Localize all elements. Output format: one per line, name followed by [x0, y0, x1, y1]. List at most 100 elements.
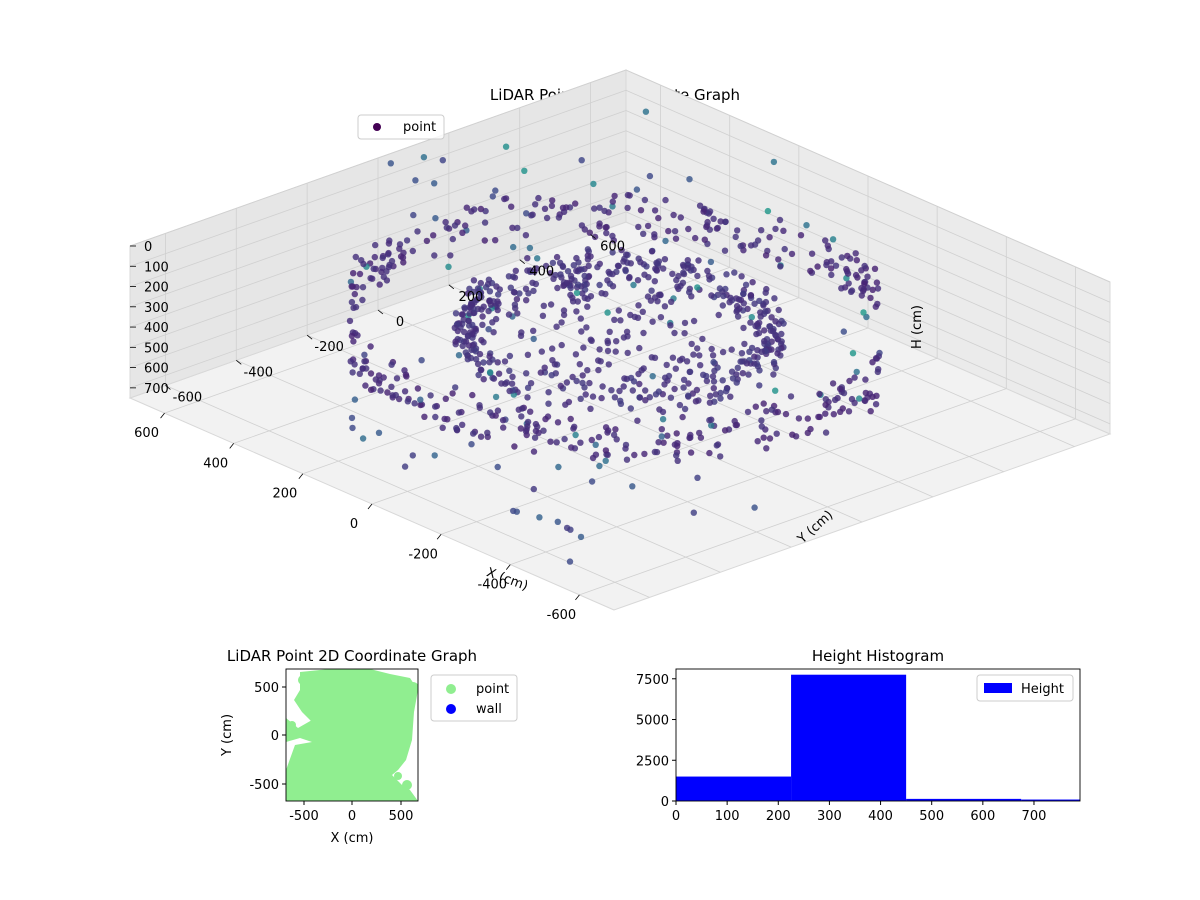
- point: [516, 290, 523, 297]
- point: [431, 252, 438, 259]
- point: [553, 323, 560, 330]
- point: [758, 227, 765, 234]
- point: [752, 403, 759, 410]
- point: [627, 405, 634, 412]
- point: [347, 358, 354, 365]
- point: [772, 225, 779, 233]
- point: [681, 330, 688, 337]
- point: [612, 348, 619, 355]
- point: [751, 353, 758, 360]
- point: [776, 216, 784, 224]
- point: [846, 377, 853, 385]
- point: [452, 384, 459, 391]
- point: [602, 457, 609, 464]
- point: [667, 322, 674, 329]
- point: [529, 279, 536, 286]
- ytick-label: -400: [244, 365, 274, 380]
- point: [348, 332, 356, 340]
- point: [671, 385, 678, 393]
- point: [351, 396, 359, 403]
- point: [385, 251, 392, 258]
- point: [660, 439, 667, 446]
- point: [524, 351, 532, 358]
- point: [646, 394, 653, 401]
- point: [584, 246, 592, 253]
- point: [602, 224, 609, 231]
- point: [574, 281, 582, 288]
- point: [747, 292, 755, 299]
- point: [604, 277, 611, 284]
- point: [845, 408, 853, 415]
- point: [692, 234, 699, 242]
- ytick-mark: [165, 385, 171, 390]
- point: [584, 256, 592, 263]
- point: [763, 408, 770, 415]
- point: [768, 314, 775, 321]
- ytick-mark: [590, 234, 596, 239]
- grid-line: [129, 191, 627, 368]
- point: [414, 385, 422, 392]
- point: [539, 312, 547, 319]
- point: [594, 263, 601, 271]
- point: [397, 253, 405, 260]
- scatter3d-chart: LiDAR Point 3D Coordinate Graph -600-400…: [128, 69, 1112, 623]
- point: [662, 237, 669, 245]
- point: [770, 158, 778, 166]
- point: [427, 392, 434, 399]
- point: [709, 373, 717, 380]
- point: [393, 375, 401, 382]
- grid-line: [129, 211, 627, 389]
- xtick-mark: [575, 594, 580, 601]
- point: [577, 395, 584, 402]
- point: [688, 340, 695, 348]
- point: [611, 394, 619, 401]
- point: [861, 397, 868, 404]
- point: [676, 357, 684, 364]
- point: [710, 378, 718, 385]
- point: [466, 303, 473, 311]
- point: [693, 386, 701, 394]
- point: [762, 252, 770, 259]
- point: [587, 336, 594, 343]
- point: [737, 242, 744, 250]
- point: [692, 398, 700, 405]
- point: [661, 381, 668, 388]
- scatter2d-title: LiDAR Point 2D Coordinate Graph: [227, 647, 477, 665]
- xtick-label: 500: [919, 809, 944, 824]
- point: [484, 429, 491, 436]
- point: [751, 504, 758, 511]
- point: [498, 380, 505, 387]
- point: [832, 262, 840, 269]
- point: [549, 357, 556, 364]
- point: [626, 274, 633, 282]
- point: [697, 362, 704, 369]
- point: [858, 292, 865, 299]
- point: [768, 406, 776, 413]
- point: [706, 399, 714, 406]
- xtick-mark: [505, 564, 511, 570]
- point: [733, 379, 740, 386]
- ytick-mark: [448, 284, 455, 290]
- point: [409, 247, 416, 255]
- point: [350, 338, 357, 345]
- point: [770, 358, 778, 366]
- point: [621, 375, 628, 382]
- point: [477, 366, 484, 373]
- point: [648, 248, 656, 255]
- point: [747, 242, 755, 249]
- point: [512, 267, 519, 274]
- point: [417, 401, 424, 409]
- point: [463, 204, 470, 211]
- point: [686, 289, 693, 296]
- point: [751, 300, 758, 307]
- point: [734, 313, 742, 320]
- point: [555, 214, 563, 221]
- point: [661, 256, 669, 263]
- point: [550, 275, 557, 282]
- point: [749, 279, 756, 286]
- point: [549, 197, 556, 204]
- point: [636, 394, 644, 401]
- point: [622, 445, 629, 452]
- point: [739, 370, 746, 377]
- point: [652, 265, 659, 272]
